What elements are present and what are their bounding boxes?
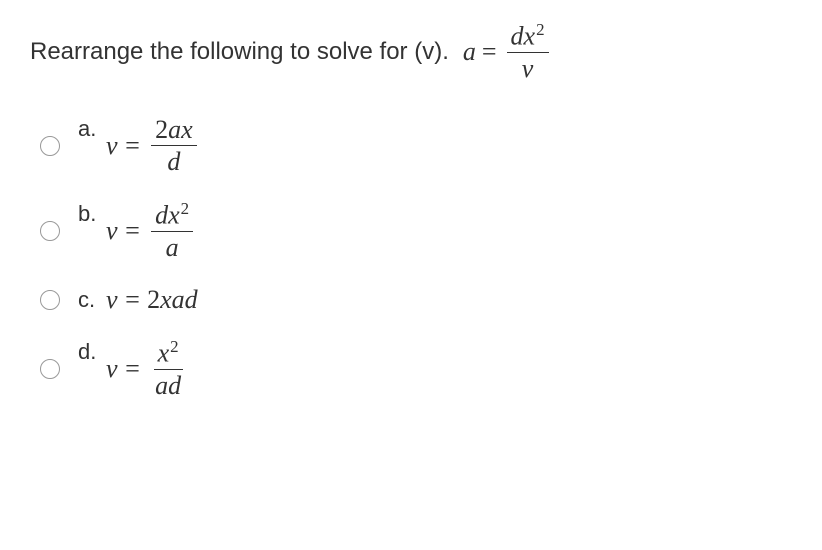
option-a[interactable]: a. v = 2ax d [40, 114, 792, 177]
opt-b-num-rest: dx [155, 201, 180, 230]
radio-b[interactable] [40, 221, 60, 241]
eq-num-base: dx [511, 22, 536, 51]
opt-c-eq: = [124, 285, 142, 315]
option-c-math: v = 2xad [106, 285, 198, 315]
opt-a-num-prefix: 2 [155, 115, 168, 144]
option-a-letter: a. [78, 114, 106, 142]
opt-d-lhs: v [106, 354, 118, 384]
eq-lhs: a [463, 37, 476, 67]
opt-d-num-rest: x [158, 339, 170, 368]
opt-b-num-exp: 2 [181, 199, 189, 218]
equals-sign: = [482, 37, 497, 67]
opt-b-num: dx2 [151, 199, 193, 232]
opt-a-frac: 2ax d [151, 114, 197, 177]
radio-d[interactable] [40, 359, 60, 379]
option-a-math: v = 2ax d [106, 114, 201, 177]
opt-a-eq: = [124, 131, 142, 161]
opt-d-eq: = [124, 354, 142, 384]
opt-a-num-rest: ax [168, 115, 193, 144]
opt-b-lhs: v [106, 216, 118, 246]
options-group: a. v = 2ax d b. v = dx2 a [30, 114, 792, 401]
question-equation: a = dx2 v [463, 20, 553, 84]
opt-d-num: x2 [154, 337, 183, 370]
opt-d-frac: x2 ad [151, 337, 185, 401]
opt-b-frac: dx2 a [151, 199, 193, 263]
opt-c-rhs-up: 2 [147, 285, 160, 314]
eq-denominator: v [518, 53, 538, 84]
opt-b-den: a [162, 232, 183, 263]
option-d-letter: d. [78, 337, 106, 365]
opt-a-lhs: v [106, 131, 118, 161]
option-c[interactable]: c. v = 2xad [40, 285, 792, 315]
option-d[interactable]: d. v = x2 ad [40, 337, 792, 401]
opt-d-num-exp: 2 [170, 337, 178, 356]
opt-c-rhs-it: xad [160, 285, 198, 314]
opt-b-eq: = [124, 216, 142, 246]
option-b-letter: b. [78, 199, 106, 227]
opt-c-rhs: 2xad [147, 285, 198, 315]
opt-c-lhs: v [106, 285, 118, 315]
opt-a-den: d [163, 146, 184, 177]
opt-d-den: ad [151, 370, 185, 401]
option-b-math: v = dx2 a [106, 199, 197, 263]
opt-a-num: 2ax [151, 114, 197, 146]
option-c-letter: c. [78, 285, 106, 313]
question-stem: Rearrange the following to solve for (v)… [30, 38, 449, 66]
option-b[interactable]: b. v = dx2 a [40, 199, 792, 263]
eq-fraction: dx2 v [507, 20, 549, 84]
eq-numerator: dx2 [507, 20, 549, 53]
eq-num-exp: 2 [536, 20, 544, 39]
radio-c[interactable] [40, 290, 60, 310]
option-d-math: v = x2 ad [106, 337, 189, 401]
question-line: Rearrange the following to solve for (v)… [30, 20, 792, 84]
radio-a[interactable] [40, 136, 60, 156]
